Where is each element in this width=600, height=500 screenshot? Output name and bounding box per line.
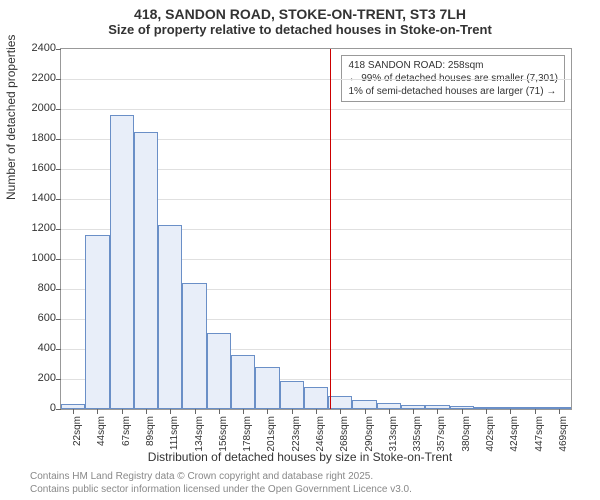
ytick-mark — [56, 229, 61, 230]
histogram-bar — [110, 115, 134, 409]
xtick-label: 201sqm — [266, 416, 277, 456]
xtick-mark — [559, 409, 560, 414]
ytick-mark — [56, 379, 61, 380]
xtick-label: 156sqm — [218, 416, 229, 456]
xtick-label: 111sqm — [169, 416, 180, 456]
xtick-label: 223sqm — [291, 416, 302, 456]
ytick-label: 1200 — [16, 222, 56, 234]
ytick-mark — [56, 139, 61, 140]
plot-area: 418 SANDON ROAD: 258sqm ← 99% of detache… — [60, 48, 572, 410]
chart-container: 418, SANDON ROAD, STOKE-ON-TRENT, ST3 7L… — [0, 0, 600, 500]
ytick-mark — [56, 79, 61, 80]
histogram-bar — [85, 235, 109, 409]
ytick-label: 400 — [16, 342, 56, 354]
ytick-label: 2200 — [16, 72, 56, 84]
xtick-label: 246sqm — [315, 416, 326, 456]
ytick-mark — [56, 199, 61, 200]
reference-line — [330, 49, 331, 409]
histogram-bar — [231, 355, 255, 409]
ytick-mark — [56, 259, 61, 260]
xtick-label: 22sqm — [72, 416, 83, 456]
chart-title-line2: Size of property relative to detached ho… — [0, 22, 600, 41]
ytick-label: 1400 — [16, 192, 56, 204]
ytick-mark — [56, 319, 61, 320]
ytick-mark — [56, 109, 61, 110]
ytick-label: 1800 — [16, 132, 56, 144]
xtick-mark — [510, 409, 511, 414]
xtick-mark — [389, 409, 390, 414]
histogram-bar — [207, 333, 231, 410]
ytick-label: 0 — [16, 402, 56, 414]
ytick-mark — [56, 289, 61, 290]
xtick-mark — [462, 409, 463, 414]
xtick-label: 44sqm — [96, 416, 107, 456]
xtick-mark — [122, 409, 123, 414]
xtick-mark — [340, 409, 341, 414]
xtick-label: 402sqm — [485, 416, 496, 456]
xtick-mark — [146, 409, 147, 414]
xtick-mark — [292, 409, 293, 414]
credits: Contains HM Land Registry data © Crown c… — [30, 470, 412, 496]
xtick-label: 134sqm — [194, 416, 205, 456]
annotation-line3: 1% of semi-detached houses are larger (7… — [348, 85, 558, 98]
histogram-bar — [134, 132, 158, 410]
xtick-mark — [316, 409, 317, 414]
ytick-mark — [56, 349, 61, 350]
xtick-mark — [535, 409, 536, 414]
xtick-mark — [195, 409, 196, 414]
xtick-mark — [437, 409, 438, 414]
ytick-mark — [56, 409, 61, 410]
histogram-bar — [182, 283, 206, 409]
ytick-label: 800 — [16, 282, 56, 294]
xtick-label: 290sqm — [364, 416, 375, 456]
xtick-mark — [219, 409, 220, 414]
ytick-mark — [56, 169, 61, 170]
histogram-bar — [352, 400, 376, 409]
xtick-label: 424sqm — [509, 416, 520, 456]
annotation-line1: 418 SANDON ROAD: 258sqm — [348, 59, 558, 72]
xtick-mark — [267, 409, 268, 414]
xtick-label: 469sqm — [558, 416, 569, 456]
xtick-label: 313sqm — [388, 416, 399, 456]
xtick-mark — [170, 409, 171, 414]
credits-line2: Contains public sector information licen… — [30, 483, 412, 496]
histogram-bar — [304, 387, 328, 410]
ytick-label: 1000 — [16, 252, 56, 264]
xtick-mark — [73, 409, 74, 414]
ytick-mark — [56, 49, 61, 50]
xtick-mark — [97, 409, 98, 414]
histogram-bar — [280, 381, 304, 410]
xtick-label: 67sqm — [121, 416, 132, 456]
xtick-mark — [243, 409, 244, 414]
xtick-mark — [413, 409, 414, 414]
xtick-label: 178sqm — [242, 416, 253, 456]
histogram-bar — [255, 367, 279, 409]
histogram-bar — [158, 225, 182, 410]
xtick-label: 89sqm — [145, 416, 156, 456]
histogram-bar — [328, 396, 352, 410]
xtick-mark — [365, 409, 366, 414]
gridline — [61, 109, 571, 110]
ytick-label: 2000 — [16, 102, 56, 114]
xtick-mark — [486, 409, 487, 414]
chart-title-line1: 418, SANDON ROAD, STOKE-ON-TRENT, ST3 7L… — [0, 0, 600, 22]
ytick-label: 600 — [16, 312, 56, 324]
xtick-label: 357sqm — [436, 416, 447, 456]
ytick-label: 200 — [16, 372, 56, 384]
xtick-label: 335sqm — [412, 416, 423, 456]
xtick-label: 268sqm — [339, 416, 350, 456]
y-axis-label: Number of detached properties — [4, 35, 18, 200]
xtick-label: 380sqm — [461, 416, 472, 456]
xtick-label: 447sqm — [534, 416, 545, 456]
ytick-label: 1600 — [16, 162, 56, 174]
ytick-label: 2400 — [16, 42, 56, 54]
credits-line1: Contains HM Land Registry data © Crown c… — [30, 470, 412, 483]
gridline — [61, 79, 571, 80]
